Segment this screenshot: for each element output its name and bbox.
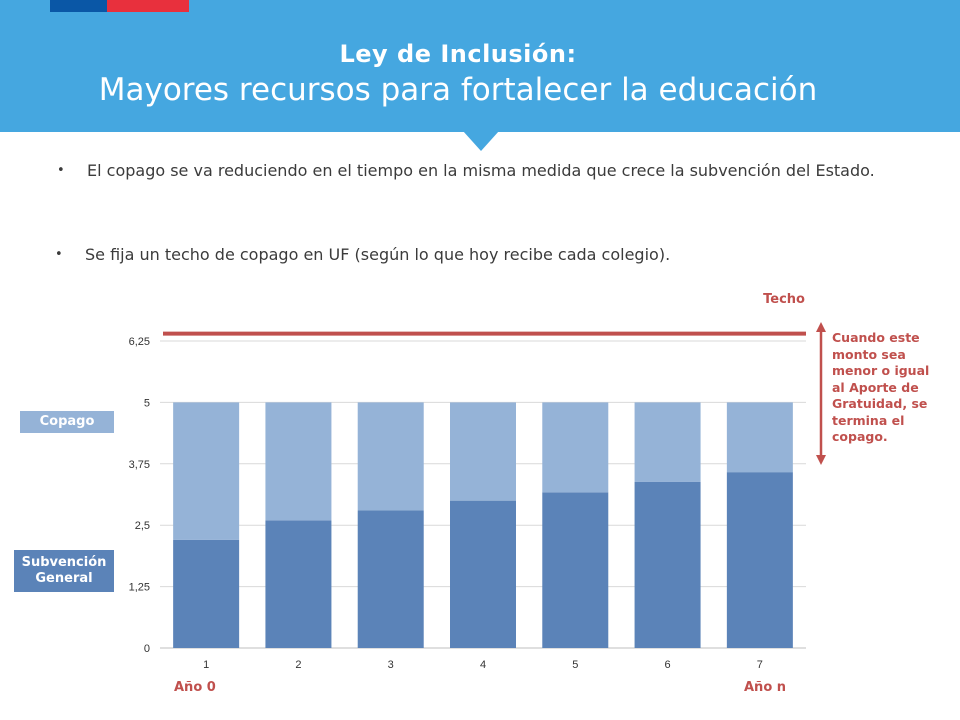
copago-legend-tag: Copago: [20, 411, 114, 433]
chart-bars: [173, 402, 793, 648]
ceiling-note: Cuando este monto sea menor o igual al A…: [832, 330, 930, 444]
bar-subvencion: [357, 510, 424, 648]
bullet-dot-icon: •: [57, 163, 65, 178]
range-arrow-down-icon: [816, 455, 826, 465]
y-tick-label: 2,5: [135, 520, 150, 532]
bar-copago: [357, 402, 424, 511]
x-tick-label: 4: [480, 659, 486, 671]
bar-subvencion: [173, 539, 240, 648]
bar-copago: [265, 402, 332, 521]
subvencion-tag-line2: General: [35, 571, 93, 586]
x-tick-label: 2: [295, 659, 301, 671]
chart-y-tick-labels: 0 1,25 2,5 3,75 5 6,25: [129, 336, 150, 655]
ceiling-label: Techo: [763, 292, 805, 307]
bullet-text-2: Se fija un techo de copago en UF (según …: [85, 245, 671, 264]
bar-copago: [450, 402, 516, 501]
subvencion-tag-line1: Subvención: [21, 555, 107, 570]
y-tick-label: 5: [144, 397, 150, 409]
header-notch: [463, 131, 499, 151]
bar-subvencion: [265, 520, 332, 648]
subvencion-legend-tag: Subvención General: [14, 550, 114, 592]
bullet-dot-icon: •: [55, 247, 63, 262]
bar-subvencion: [634, 481, 701, 648]
x-tick-label: 5: [572, 659, 578, 671]
bar-copago: [634, 402, 701, 482]
y-tick-label: 0: [144, 643, 150, 655]
bullet-item-2: • Se fija un techo de copago en UF (segú…: [55, 241, 905, 269]
x-tick-label: 6: [665, 659, 671, 671]
range-arrow-up-icon: [816, 322, 826, 332]
slide-subtitle: Mayores recursos para fortalecer la educ…: [98, 72, 818, 108]
bar-copago: [542, 402, 609, 493]
x-tick-label: 7: [757, 659, 763, 671]
flag-blue-stripe: [50, 0, 107, 12]
bar-copago: [726, 402, 793, 473]
year-start-label: Año 0: [174, 680, 216, 695]
bullet-item-1: • El copago se va reduciendo en el tiemp…: [57, 157, 907, 185]
year-end-label: Año n: [744, 680, 787, 695]
chart-overlay: [163, 322, 826, 465]
slide-title: Ley de Inclusión:: [339, 40, 577, 68]
y-tick-label: 6,25: [129, 336, 150, 348]
header-banner: Ley de Inclusión: Mayores recursos para …: [0, 0, 960, 132]
chart-x-tick-labels: 1 2 3 4 5 6 7: [203, 659, 763, 671]
bullet-text-1: El copago se va reduciendo en el tiempo …: [87, 161, 875, 180]
x-tick-label: 3: [388, 659, 394, 671]
flag-red-stripe: [107, 0, 189, 12]
y-tick-label: 1,25: [129, 582, 150, 594]
bar-subvencion: [726, 472, 793, 648]
x-tick-label: 1: [203, 659, 209, 671]
y-tick-label: 3,75: [129, 459, 150, 471]
bar-subvencion: [450, 500, 516, 648]
bar-copago: [173, 402, 240, 540]
bar-subvencion: [542, 492, 609, 648]
